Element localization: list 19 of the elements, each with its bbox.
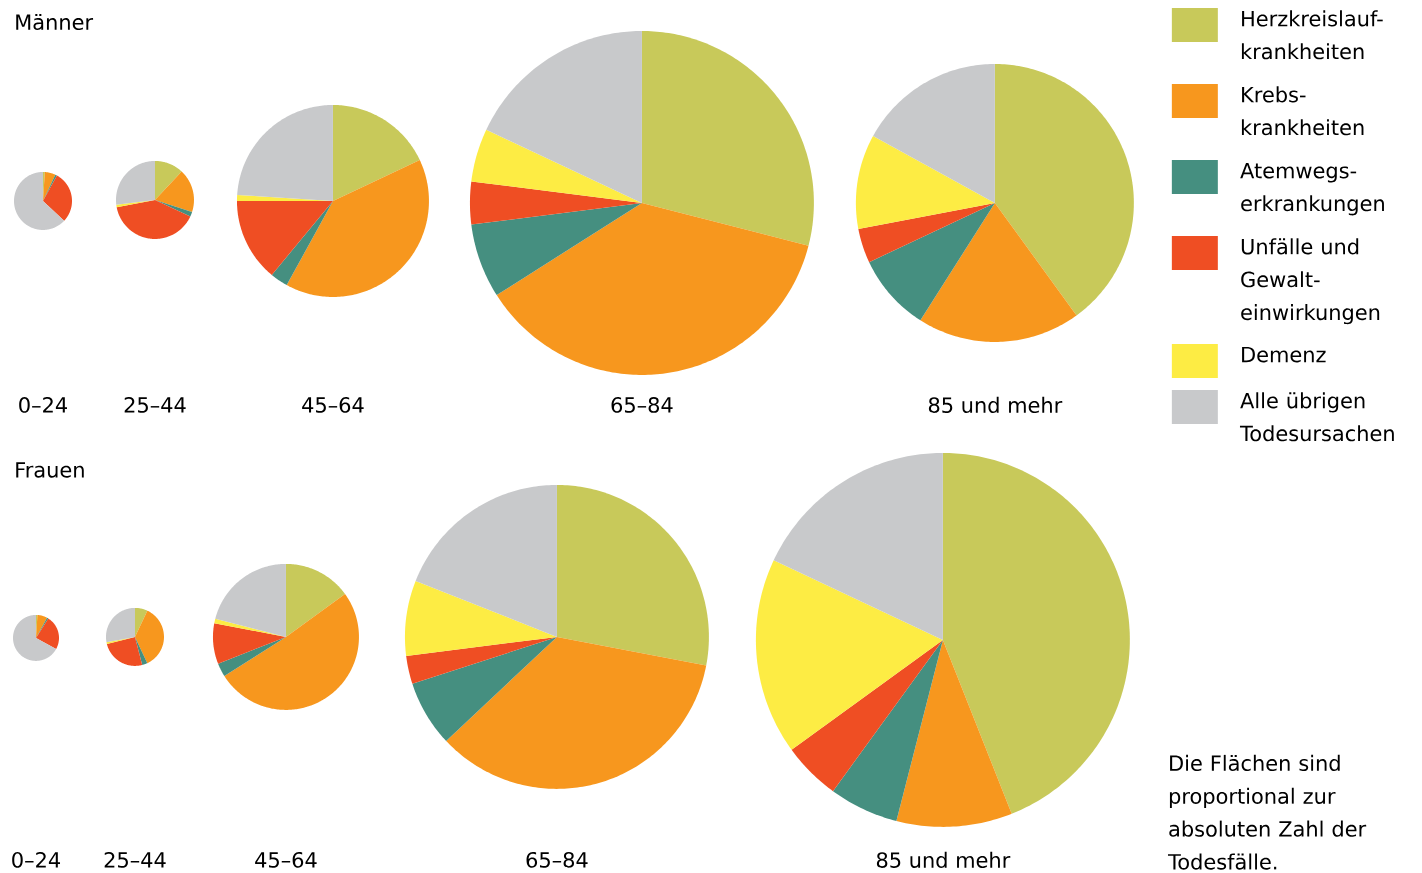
text: 45–64 — [302, 397, 364, 413]
chart-title: Männer — [16, 13, 94, 31]
text: 85 und mehr — [928, 396, 1063, 414]
text: 0–24 — [12, 852, 61, 868]
text: 65–84 — [611, 397, 673, 413]
legend-label: Alle übrigen Todesursachen — [1239, 392, 1394, 442]
text: 0–24 — [19, 397, 68, 413]
text: 25–44 — [124, 397, 186, 413]
legend-label: Krebs-krankheiten — [1241, 86, 1364, 136]
text: 65–84 — [526, 852, 588, 868]
legend-label: Unfälle und Gewalt-einwirkungen — [1241, 238, 1380, 325]
text: 45–64 — [255, 852, 317, 868]
chart-title: Frauen — [16, 462, 84, 478]
text: 25–44 — [104, 852, 166, 868]
text: Die Flächen sind proportional zur absoluten Zahl der Todesfälle. — [1167, 754, 1367, 870]
legend-label: Atemwegs-erkrankungen — [1240, 162, 1384, 216]
legend-label: Demenz — [1242, 346, 1326, 363]
text: 85 und mehr — [876, 851, 1011, 869]
legend-label: Herzkreislauf-krankheiten — [1241, 10, 1383, 60]
